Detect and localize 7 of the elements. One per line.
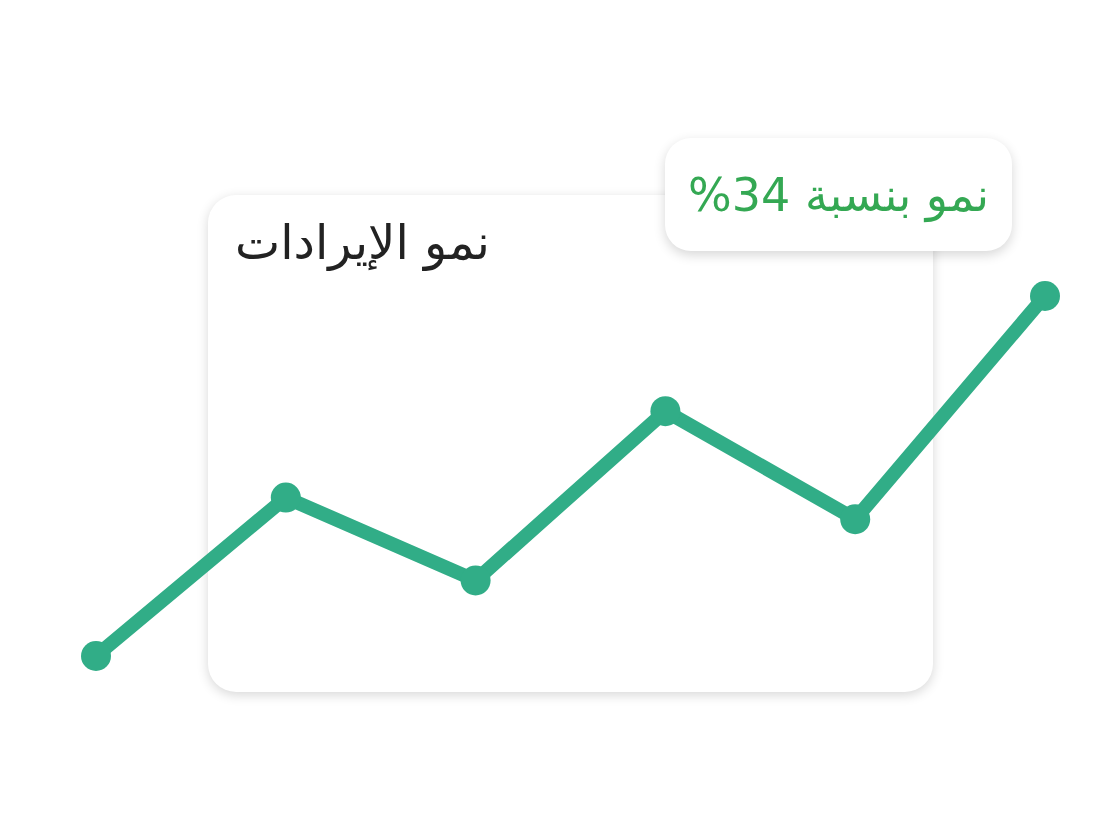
point <box>840 504 871 535</box>
point <box>650 396 681 427</box>
point <box>270 482 301 513</box>
point <box>1030 281 1060 311</box>
point <box>460 565 491 596</box>
chart-title: نمو الإيرادات <box>235 214 490 271</box>
point <box>81 641 111 671</box>
